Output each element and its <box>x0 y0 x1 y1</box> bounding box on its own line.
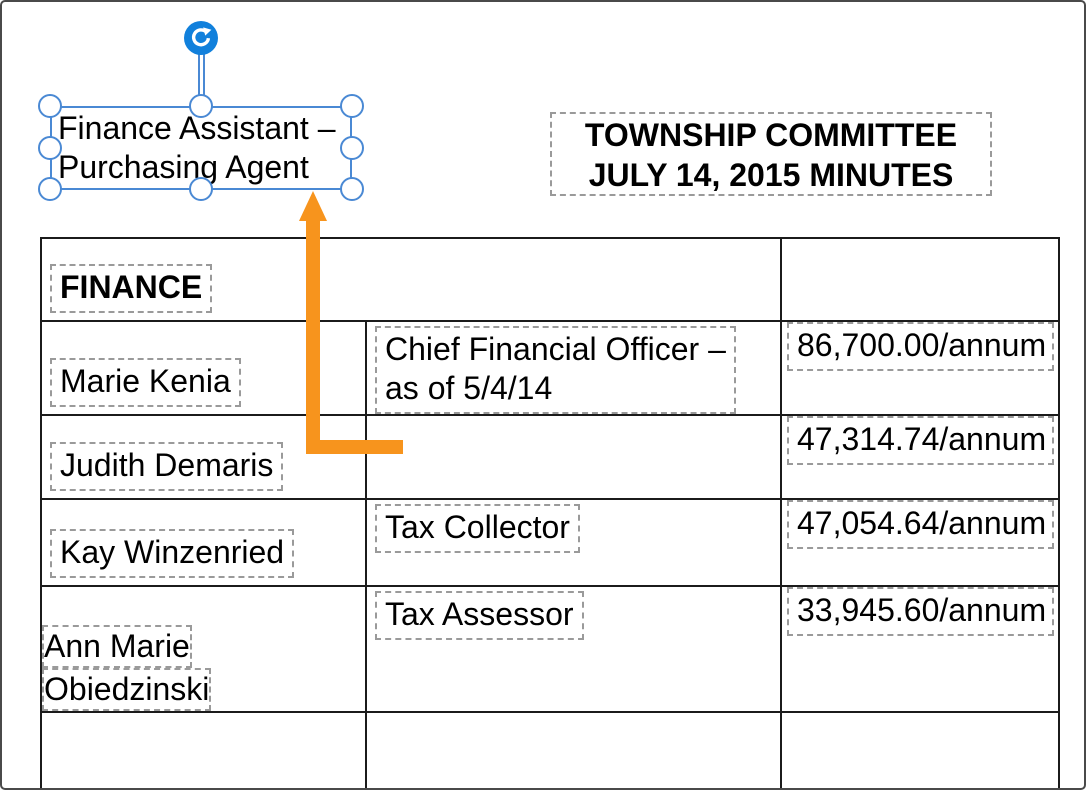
table-row: FINANCE <box>40 237 1060 322</box>
cell-empty[interactable] <box>40 711 367 788</box>
document-title-line1: TOWNSHIP COMMITTEE <box>584 117 958 153</box>
cell-salary-tax-assessor[interactable]: 33,945.60/annum <box>780 585 1060 713</box>
arrow-head <box>299 191 327 221</box>
cell-salary-judith[interactable]: 47,314.74/annum <box>780 414 1060 500</box>
resize-handle-top-right[interactable] <box>340 94 364 118</box>
cell-empty[interactable] <box>780 711 1060 788</box>
resize-handle-middle-left[interactable] <box>38 136 62 160</box>
title-annotation[interactable]: Tax Collector <box>375 504 580 553</box>
rotation-handle[interactable] <box>184 21 218 55</box>
salary-annotation[interactable]: 33,945.60/annum <box>787 587 1054 636</box>
cell-name-kay-winzenried[interactable]: Kay Winzenried <box>40 498 367 587</box>
document-title-line2: JULY 14, 2015 MINUTES <box>588 157 954 193</box>
resize-handle-middle-right[interactable] <box>340 136 364 160</box>
salary-annotation[interactable]: 47,054.64/annum <box>787 500 1054 549</box>
resize-handle-top-left[interactable] <box>38 94 62 118</box>
cell-title-tax-collector[interactable]: Tax Collector <box>365 498 782 587</box>
cell-title-tax-assessor[interactable]: Tax Assessor <box>365 585 782 713</box>
finance-section-label[interactable]: FINANCE <box>50 264 213 313</box>
salary-annotation[interactable]: 86,700.00/annum <box>787 322 1054 371</box>
table-row: Ann Marie Obiedzinski Tax Assessor 33,94… <box>40 585 1060 713</box>
title-annotation[interactable]: Tax Assessor <box>375 591 584 640</box>
cell-salary-tax-collector[interactable]: 47,054.64/annum <box>780 498 1060 587</box>
cell-empty[interactable] <box>780 237 1060 322</box>
resize-handle-top-center[interactable] <box>189 94 213 118</box>
resize-handle-bottom-left[interactable] <box>38 177 62 201</box>
cell-salary-cfo[interactable]: 86,700.00/annum <box>780 320 1060 416</box>
table-row: Judith Demaris 47,314.74/annum <box>40 414 1060 500</box>
name-line-1-annotation[interactable]: Ann Marie <box>42 625 192 668</box>
resize-handle-bottom-center[interactable] <box>189 177 213 201</box>
resize-handle-bottom-right[interactable] <box>340 177 364 201</box>
rotate-clockwise-icon <box>191 27 212 47</box>
cell-title-cfo[interactable]: Chief Financial Officer – as of 5/4/14 <box>365 320 782 416</box>
title-annotation[interactable]: Chief Financial Officer – as of 5/4/14 <box>375 326 736 414</box>
title-line-1: Chief Financial Officer – <box>385 331 726 367</box>
cell-empty[interactable] <box>365 711 782 788</box>
table-row: Kay Winzenried Tax Collector 47,054.64/a… <box>40 498 1060 587</box>
table-row <box>40 711 1060 788</box>
table-row: Marie Kenia Chief Financial Officer – as… <box>40 320 1060 416</box>
arrow-vertical-segment <box>306 218 320 454</box>
selected-textbox[interactable]: Finance Assistant – Purchasing Agent <box>50 106 352 190</box>
cell-name-ann-marie-obiedzinski[interactable]: Ann Marie Obiedzinski <box>40 585 367 713</box>
arrow-horizontal-segment <box>306 440 403 454</box>
name-line-2-annotation[interactable]: Obiedzinski <box>42 668 212 711</box>
name-annotation[interactable]: Judith Demaris <box>50 442 284 491</box>
document-title[interactable]: TOWNSHIP COMMITTEE JULY 14, 2015 MINUTES <box>550 112 992 196</box>
finance-table: FINANCE Marie Kenia Chief Financial Offi… <box>40 237 1060 788</box>
name-annotation[interactable]: Marie Kenia <box>50 358 241 407</box>
cell-title-empty[interactable] <box>365 414 782 500</box>
name-annotation-stack: Ann Marie Obiedzinski <box>42 625 365 711</box>
name-annotation[interactable]: Kay Winzenried <box>50 529 295 578</box>
textbox-text-line2: Purchasing Agent <box>58 149 309 185</box>
rotation-handle-stem <box>198 54 205 106</box>
cell-section-finance[interactable]: FINANCE <box>40 237 782 322</box>
salary-annotation[interactable]: 47,314.74/annum <box>787 416 1054 465</box>
title-line-2: as of 5/4/14 <box>385 370 553 406</box>
